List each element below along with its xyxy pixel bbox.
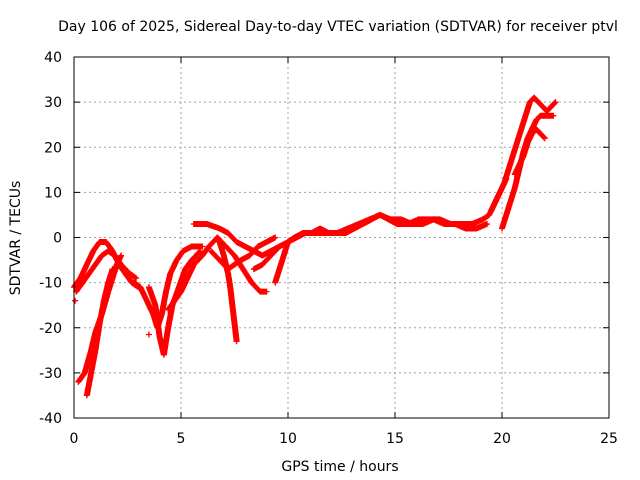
- grid: [74, 57, 609, 418]
- isolated-point-2: [145, 331, 152, 338]
- y-tick-label: 10: [44, 185, 62, 201]
- satellite-track-4: [83, 266, 116, 399]
- y-tick-label: 30: [44, 95, 62, 111]
- plot-frame: [73, 56, 610, 419]
- y-tick-label: -10: [39, 276, 62, 292]
- y-tick-label: 40: [44, 50, 62, 66]
- data-points: [71, 94, 559, 399]
- satellite-track-12: [272, 211, 418, 286]
- satellite-track-10: [216, 239, 240, 345]
- y-tick-label: -30: [39, 366, 62, 382]
- x-tick-label: 25: [600, 431, 618, 447]
- satellite-track-15: [488, 94, 559, 214]
- x-tick-label: 5: [177, 431, 186, 447]
- y-tick-label: -40: [39, 411, 62, 427]
- isolated-point-1: [72, 297, 79, 304]
- x-tick-label: 20: [493, 431, 511, 447]
- y-tick-label: -20: [39, 321, 62, 337]
- tick-labels: 0 5 10 15 20 25 -40 -30 -20 -10 0 10 20 30 40: [39, 50, 618, 447]
- y-axis-label: SDTVAR / TECUs: [8, 181, 24, 296]
- x-axis-label: GPS time / hours: [281, 459, 398, 475]
- chart-title: Day 106 of 2025, Sidereal Day-to-day VTE…: [58, 19, 618, 35]
- x-tick-label: 0: [70, 431, 79, 447]
- satellite-track-17: [511, 126, 548, 178]
- x-tick-label: 10: [279, 431, 297, 447]
- x-tick-label: 15: [386, 431, 404, 447]
- y-tick-label: 20: [44, 140, 62, 156]
- y-tick-label: 0: [53, 231, 62, 247]
- satellite-track-2: [73, 248, 140, 295]
